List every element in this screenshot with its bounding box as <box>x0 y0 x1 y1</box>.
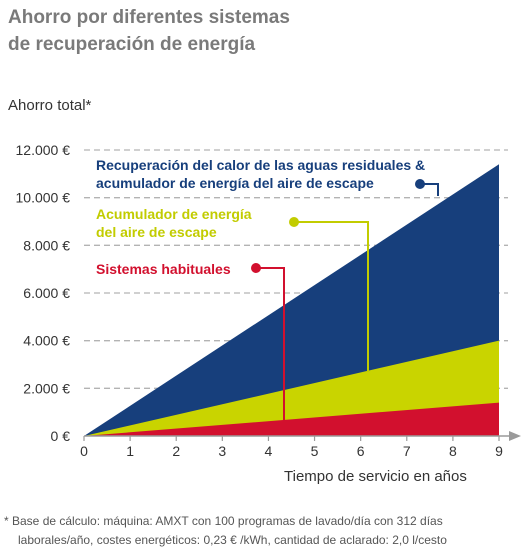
chart: 0 € 2.000 € 4.000 € 6.000 € 8.000 € 10.000 € 1… <box>8 97 521 485</box>
axes: 0 € 2.000 € 4.000 € 6.000 € 8.000 € 10.000 € 1… <box>16 142 521 459</box>
area-series-group <box>84 164 499 437</box>
x-tick-label: 9 <box>495 443 503 459</box>
chart-title-line-1: Ahorro por diferentes sistemas <box>8 7 290 28</box>
x-tick-label: 4 <box>265 443 273 459</box>
chart-title-line-2: de recuperación de energía <box>8 34 256 55</box>
callout-connector <box>256 267 285 420</box>
x-tick-label: 2 <box>172 443 180 459</box>
x-tick-label: 5 <box>311 443 319 459</box>
series-label-1: Recuperación del calor de las aguas resi… <box>96 157 425 191</box>
callout-dot <box>289 217 299 227</box>
footnote-line-1: * Base de cálculo: máquina: AMXT con 100… <box>4 514 443 528</box>
series-label-line: acumulador de energía del aire de escape <box>96 175 374 191</box>
y-tick-label: 0 € <box>51 428 71 444</box>
callout-dot <box>251 263 261 273</box>
x-tick-label: 6 <box>357 443 365 459</box>
footnote: * Base de cálculo: máquina: AMXT con 100… <box>4 512 524 550</box>
x-tick-label: 1 <box>126 443 134 459</box>
x-tick-label: 3 <box>218 443 226 459</box>
y-axis-title: Ahorro total* <box>8 97 92 114</box>
callout-connector <box>420 183 439 196</box>
y-tick-label: 10.000 € <box>16 190 71 206</box>
x-axis-arrow <box>509 431 521 441</box>
x-axis-title: Tiempo de servicio en años <box>284 468 467 485</box>
chart-title: Ahorro por diferentes sistemas de recupe… <box>8 4 290 58</box>
series-label-line: Recuperación del calor de las aguas resi… <box>96 157 425 173</box>
series-labels: Recuperación del calor de las aguas resi… <box>96 157 439 420</box>
y-tick-label: 6.000 € <box>23 285 70 301</box>
y-tick-label: 2.000 € <box>23 380 70 396</box>
area-series-3 <box>84 402 499 436</box>
series-label-line: del aire de escape <box>96 224 217 240</box>
x-tick-label: 8 <box>449 443 457 459</box>
y-tick-label: 12.000 € <box>16 142 71 158</box>
callout-dot <box>415 179 425 189</box>
x-tick-label: 0 <box>80 443 88 459</box>
series-label-2: Acumulador de energía del aire de escape <box>96 206 252 240</box>
x-tick-label: 7 <box>403 443 411 459</box>
series-label-line: Acumulador de energía <box>96 206 252 222</box>
y-tick-label: 8.000 € <box>23 237 70 253</box>
series-label-3: Sistemas habituales <box>96 261 231 277</box>
footnote-line-2: laborales/año, costes energéticos: 0,23 … <box>18 533 447 547</box>
y-tick-label: 4.000 € <box>23 333 70 349</box>
callout-connector <box>294 221 369 372</box>
series-label-line: Sistemas habituales <box>96 261 231 277</box>
